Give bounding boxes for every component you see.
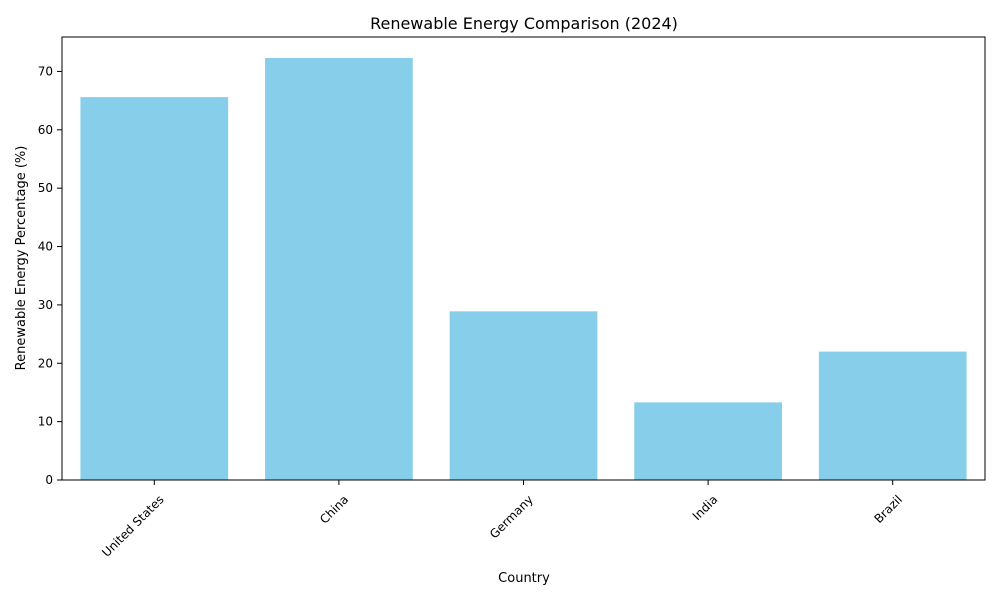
y-tick-label: 50 <box>38 181 53 195</box>
bars-layer <box>80 58 967 481</box>
x-tick-label: Brazil <box>871 492 905 526</box>
plot-frame <box>61 36 986 481</box>
bar-india <box>634 402 782 480</box>
y-tick-label: 0 <box>45 473 53 487</box>
bar-china <box>265 58 413 481</box>
chart-title: Renewable Energy Comparison (2024) <box>370 14 678 33</box>
x-tick-label: United States <box>99 492 166 559</box>
x-axis-label: Country <box>498 571 550 586</box>
y-tick-label: 40 <box>38 240 53 254</box>
x-tick-label: India <box>690 492 721 523</box>
y-tick-label: 60 <box>38 123 53 137</box>
x-tick-label: Germany <box>487 492 536 541</box>
y-tick-label: 70 <box>38 64 53 78</box>
y-tick-label: 20 <box>38 356 53 370</box>
bar-united-states <box>80 97 229 481</box>
x-axis: United States China Germany India Brazil <box>99 480 905 560</box>
x-tick-label: China <box>317 492 351 526</box>
y-axis-label: Renewable Energy Percentage (%) <box>14 146 29 371</box>
y-tick-label: 30 <box>38 298 53 312</box>
y-tick-label: 10 <box>38 415 53 429</box>
y-axis: 0 10 20 30 40 50 60 70 <box>38 64 62 487</box>
bar-germany <box>449 311 598 480</box>
bar-brazil <box>818 351 967 480</box>
